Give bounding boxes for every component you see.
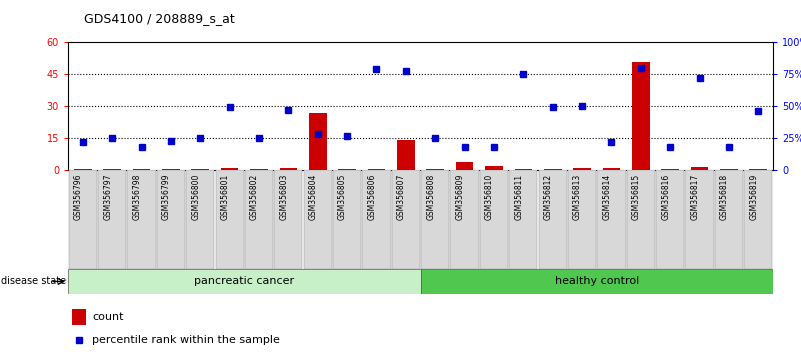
FancyBboxPatch shape (186, 170, 215, 269)
Bar (662, 169, 679, 170)
Bar (338, 169, 356, 170)
Text: percentile rank within the sample: percentile rank within the sample (92, 335, 280, 346)
FancyBboxPatch shape (714, 170, 743, 269)
Text: GSM356807: GSM356807 (396, 174, 406, 220)
Bar (74, 169, 91, 170)
FancyBboxPatch shape (392, 170, 420, 269)
Text: GSM356800: GSM356800 (191, 174, 200, 220)
Bar (456, 162, 473, 170)
Bar (426, 169, 444, 170)
Text: GSM356799: GSM356799 (162, 174, 171, 221)
Text: GDS4100 / 208889_s_at: GDS4100 / 208889_s_at (84, 12, 235, 25)
FancyBboxPatch shape (656, 170, 684, 269)
Bar (514, 169, 532, 170)
FancyBboxPatch shape (245, 170, 273, 269)
Bar (690, 167, 708, 170)
Bar (544, 169, 562, 170)
Bar (133, 169, 151, 170)
Text: GSM356798: GSM356798 (132, 174, 142, 220)
Text: GSM356802: GSM356802 (250, 174, 259, 220)
Bar (162, 169, 179, 170)
FancyBboxPatch shape (450, 170, 479, 269)
FancyBboxPatch shape (127, 170, 155, 269)
Bar (421, 269, 773, 294)
FancyBboxPatch shape (157, 170, 185, 269)
FancyBboxPatch shape (274, 170, 303, 269)
FancyBboxPatch shape (480, 170, 508, 269)
Text: GSM356810: GSM356810 (485, 174, 494, 220)
FancyBboxPatch shape (509, 170, 537, 269)
FancyBboxPatch shape (362, 170, 391, 269)
FancyBboxPatch shape (538, 170, 567, 269)
Text: pancreatic cancer: pancreatic cancer (195, 276, 295, 286)
Bar (720, 169, 738, 170)
Text: GSM356796: GSM356796 (74, 174, 83, 221)
Bar (397, 140, 415, 170)
Text: GSM356805: GSM356805 (338, 174, 347, 220)
Bar (221, 168, 239, 170)
Bar (280, 168, 297, 170)
FancyBboxPatch shape (304, 170, 332, 269)
Bar (72, 309, 87, 325)
Text: GSM356803: GSM356803 (280, 174, 288, 220)
Bar (250, 169, 268, 170)
Text: GSM356808: GSM356808 (426, 174, 435, 220)
FancyBboxPatch shape (69, 170, 97, 269)
Text: GSM356797: GSM356797 (103, 174, 112, 221)
Text: GSM356801: GSM356801 (220, 174, 230, 220)
Text: GSM356819: GSM356819 (749, 174, 759, 220)
FancyBboxPatch shape (333, 170, 361, 269)
Bar (485, 166, 503, 170)
FancyBboxPatch shape (98, 170, 127, 269)
Text: GSM356815: GSM356815 (632, 174, 641, 220)
Text: GSM356812: GSM356812 (544, 174, 553, 220)
FancyBboxPatch shape (626, 170, 655, 269)
Text: GSM356813: GSM356813 (573, 174, 582, 220)
Text: GSM356814: GSM356814 (602, 174, 611, 220)
Text: GSM356811: GSM356811 (514, 174, 523, 220)
Bar (632, 62, 650, 170)
Text: disease state: disease state (1, 276, 66, 286)
FancyBboxPatch shape (744, 170, 772, 269)
FancyBboxPatch shape (568, 170, 596, 269)
Bar (602, 168, 620, 170)
Text: GSM356804: GSM356804 (308, 174, 318, 220)
FancyBboxPatch shape (421, 170, 449, 269)
FancyBboxPatch shape (215, 170, 244, 269)
Text: GSM356809: GSM356809 (456, 174, 465, 220)
Bar (68, 269, 421, 294)
Text: GSM356806: GSM356806 (368, 174, 376, 220)
Bar (574, 168, 591, 170)
Bar (750, 169, 767, 170)
Text: GSM356818: GSM356818 (720, 174, 729, 220)
Text: healthy control: healthy control (554, 276, 639, 286)
Text: GSM356817: GSM356817 (690, 174, 699, 220)
Text: count: count (92, 312, 123, 322)
FancyBboxPatch shape (686, 170, 714, 269)
FancyBboxPatch shape (598, 170, 626, 269)
Bar (103, 169, 121, 170)
Text: GSM356816: GSM356816 (661, 174, 670, 220)
Bar (309, 113, 327, 170)
Bar (191, 169, 209, 170)
